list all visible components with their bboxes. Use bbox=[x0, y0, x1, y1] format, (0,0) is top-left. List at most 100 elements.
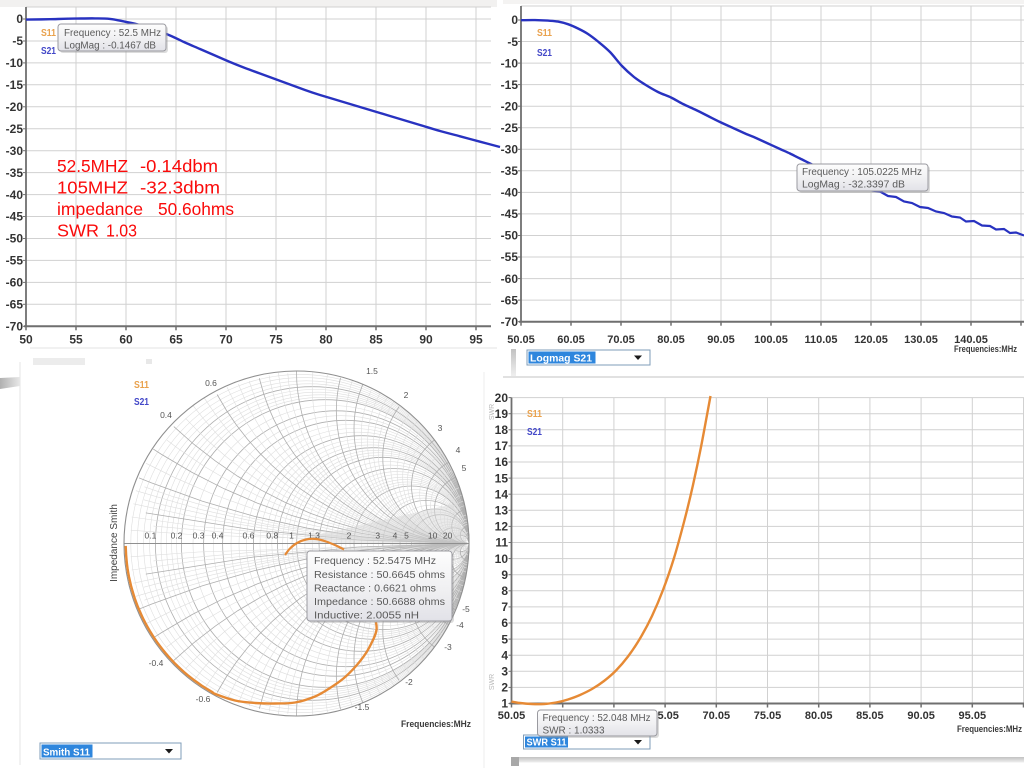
svg-text:0: 0 bbox=[511, 13, 518, 27]
svg-text:10: 10 bbox=[495, 552, 509, 566]
svg-text:100.05: 100.05 bbox=[754, 334, 788, 346]
svg-text:-40: -40 bbox=[6, 188, 24, 202]
svg-text:-0.4: -0.4 bbox=[149, 658, 164, 668]
svg-text:90.05: 90.05 bbox=[907, 710, 935, 722]
svg-text:4: 4 bbox=[393, 531, 398, 541]
svg-text:-55: -55 bbox=[501, 250, 519, 264]
svg-text:70.05: 70.05 bbox=[607, 334, 635, 346]
svg-text:SWR : 1.0333: SWR : 1.0333 bbox=[543, 726, 605, 737]
svg-text:S11: S11 bbox=[537, 28, 552, 39]
svg-text:-35: -35 bbox=[6, 166, 24, 180]
svg-text:85: 85 bbox=[369, 332, 383, 346]
svg-text:1.03: 1.03 bbox=[106, 221, 137, 241]
svg-text:-45: -45 bbox=[501, 207, 519, 221]
svg-text:2: 2 bbox=[501, 681, 508, 695]
svg-text:Impedance : 50.6688 ohms: Impedance : 50.6688 ohms bbox=[314, 597, 445, 608]
svg-text:Frequencies:MHz: Frequencies:MHz bbox=[401, 719, 471, 729]
svg-text:S11: S11 bbox=[41, 28, 56, 39]
svg-text:-50: -50 bbox=[501, 229, 519, 243]
svg-text:110.05: 110.05 bbox=[804, 334, 837, 346]
svg-text:12: 12 bbox=[495, 520, 509, 534]
svg-text:140.05: 140.05 bbox=[954, 334, 988, 346]
svg-text:0: 0 bbox=[16, 12, 23, 26]
svg-text:-40: -40 bbox=[501, 186, 519, 200]
svg-text:0.8: 0.8 bbox=[266, 531, 278, 541]
svg-text:impedance: impedance bbox=[57, 199, 143, 219]
svg-text:LogMag : -32.3397 dB: LogMag : -32.3397 dB bbox=[802, 180, 905, 191]
svg-text:90: 90 bbox=[419, 332, 433, 346]
svg-text:-30: -30 bbox=[501, 143, 519, 157]
svg-text:13: 13 bbox=[495, 504, 509, 518]
svg-text:5: 5 bbox=[501, 632, 508, 646]
svg-text:-25: -25 bbox=[6, 122, 24, 136]
svg-text:-25: -25 bbox=[501, 121, 519, 135]
svg-text:SWR: SWR bbox=[489, 674, 496, 690]
svg-text:Inductive: 2.0055 nH: Inductive: 2.0055 nH bbox=[314, 611, 419, 622]
svg-text:Frequency : 52.048 MHz: Frequency : 52.048 MHz bbox=[543, 713, 651, 724]
svg-text:-70: -70 bbox=[6, 320, 24, 334]
svg-text:50.05: 50.05 bbox=[498, 710, 526, 722]
svg-text:-65: -65 bbox=[501, 293, 519, 307]
svg-text:75.05: 75.05 bbox=[754, 710, 782, 722]
svg-text:80.05: 80.05 bbox=[657, 334, 685, 346]
svg-text:-0.6: -0.6 bbox=[196, 694, 211, 704]
svg-text:S21: S21 bbox=[134, 397, 149, 408]
svg-text:52.5MHZ: 52.5MHZ bbox=[57, 156, 128, 176]
svg-text:Frequencies:MHz: Frequencies:MHz bbox=[957, 724, 1022, 734]
svg-text:Logmag S21: Logmag S21 bbox=[530, 353, 592, 365]
svg-text:50.6ohms: 50.6ohms bbox=[158, 199, 234, 219]
svg-text:-55: -55 bbox=[6, 254, 24, 268]
svg-text:-32.3dbm: -32.3dbm bbox=[140, 178, 220, 198]
svg-text:55: 55 bbox=[69, 332, 83, 346]
svg-text:0.4: 0.4 bbox=[160, 410, 172, 420]
svg-text:S11: S11 bbox=[134, 380, 149, 391]
svg-text:Frequency : 105.0225 MHz: Frequency : 105.0225 MHz bbox=[802, 167, 922, 178]
svg-text:S21: S21 bbox=[41, 46, 56, 57]
svg-text:18: 18 bbox=[495, 423, 509, 437]
svg-text:65.05: 65.05 bbox=[651, 710, 679, 722]
svg-text:-10: -10 bbox=[501, 56, 519, 70]
svg-text:4: 4 bbox=[501, 648, 508, 662]
svg-text:95.05: 95.05 bbox=[959, 710, 987, 722]
svg-text:90.05: 90.05 bbox=[707, 334, 735, 346]
svg-text:-20: -20 bbox=[501, 99, 519, 113]
svg-text:-15: -15 bbox=[501, 78, 519, 92]
svg-text:85.05: 85.05 bbox=[856, 710, 884, 722]
svg-text:-4: -4 bbox=[456, 620, 464, 630]
svg-text:0.2: 0.2 bbox=[171, 531, 183, 541]
svg-text:0.1: 0.1 bbox=[144, 531, 156, 541]
svg-text:S11: S11 bbox=[527, 409, 542, 420]
svg-text:1.3: 1.3 bbox=[308, 531, 320, 541]
svg-text:-5: -5 bbox=[507, 35, 518, 49]
svg-text:80.05: 80.05 bbox=[805, 710, 833, 722]
svg-text:SWR: SWR bbox=[57, 221, 99, 241]
svg-text:17: 17 bbox=[495, 439, 509, 453]
svg-text:5: 5 bbox=[462, 463, 467, 473]
svg-text:1: 1 bbox=[289, 531, 294, 541]
svg-text:20: 20 bbox=[495, 391, 509, 405]
svg-text:50.05: 50.05 bbox=[507, 334, 535, 346]
svg-text:0.3: 0.3 bbox=[193, 531, 205, 541]
svg-text:S21: S21 bbox=[527, 427, 542, 438]
svg-text:3: 3 bbox=[438, 423, 443, 433]
svg-text:80: 80 bbox=[319, 332, 333, 346]
svg-text:SWR: SWR bbox=[489, 404, 496, 420]
svg-text:0.6: 0.6 bbox=[205, 378, 217, 388]
svg-text:Resistance : 50.6645 ohms: Resistance : 50.6645 ohms bbox=[314, 570, 445, 581]
svg-text:65: 65 bbox=[169, 332, 183, 346]
svg-text:-50: -50 bbox=[6, 232, 24, 246]
svg-text:9: 9 bbox=[501, 568, 508, 582]
svg-text:1.5: 1.5 bbox=[366, 366, 378, 376]
svg-text:50: 50 bbox=[19, 332, 33, 346]
svg-text:19: 19 bbox=[495, 407, 509, 421]
svg-text:3: 3 bbox=[501, 665, 508, 679]
svg-text:-0.14dbm: -0.14dbm bbox=[140, 156, 218, 176]
svg-text:-20: -20 bbox=[6, 100, 24, 114]
svg-text:SWR S11: SWR S11 bbox=[527, 737, 567, 749]
svg-text:Reactance : 0.6621 ohms: Reactance : 0.6621 ohms bbox=[314, 583, 436, 594]
svg-text:-2: -2 bbox=[405, 677, 413, 687]
svg-text:0.6: 0.6 bbox=[242, 531, 254, 541]
svg-text:4: 4 bbox=[456, 445, 461, 455]
svg-text:11: 11 bbox=[495, 536, 508, 550]
svg-text:105MHZ: 105MHZ bbox=[57, 178, 128, 198]
